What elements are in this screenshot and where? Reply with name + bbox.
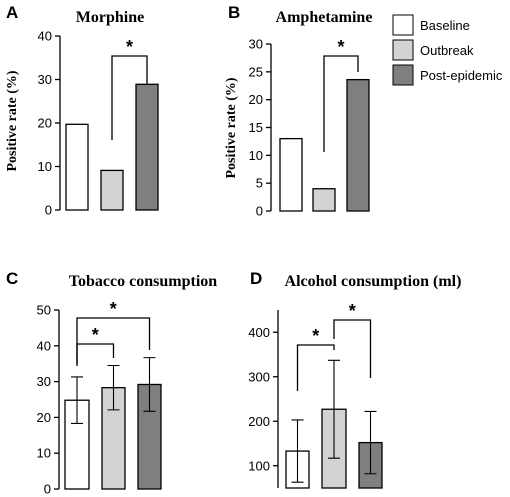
panel-c-error-bar-baseline (71, 376, 83, 425)
panel-c-significance-star: * (92, 325, 99, 345)
panel-a-bar-outbreak (100, 169, 124, 211)
panel-c-plot: 0 10 20 30 40 50 * * (37, 299, 162, 497)
panel-b-y-tick-label: 25 (249, 64, 263, 79)
panel-a-ylabel: Positive rate (%) (5, 70, 20, 171)
panel-b-letter: B (228, 3, 240, 22)
panel-b-significance-bracket (323, 55, 359, 152)
panel-b-bar-outbreak (312, 188, 336, 212)
panel-d-plot: 100 200 300 400 * * (248, 301, 383, 489)
panel-a-significance-star: * (126, 37, 133, 57)
panel-b-y-tick-label: 20 (249, 92, 263, 107)
panel-a-title: Morphine (76, 9, 144, 26)
panel-d-y-tick-label: 300 (248, 369, 270, 384)
panel-d-y-tick-label: 200 (248, 414, 270, 429)
panel-c-y-tick-label: 30 (37, 374, 51, 389)
panel-a-letter: A (6, 3, 18, 22)
legend-label-post-epidemic: Post-epidemic (420, 68, 503, 83)
panel-d-significance-star: * (349, 301, 356, 321)
panel-b-bar-baseline (279, 137, 303, 212)
panel-a-y-tick-label: 30 (38, 72, 52, 87)
panel-c-letter: C (6, 269, 18, 288)
panel-c-significance-star: * (110, 299, 117, 319)
panel-c-y-tick-label: 50 (37, 303, 51, 318)
legend-label-baseline: Baseline (420, 18, 470, 33)
panel-d-error-bar-baseline (291, 419, 304, 483)
panel-d-letter: D (250, 269, 262, 288)
panel-c-error-bar-outbreak (107, 364, 120, 411)
panel-b-y-tick-label: 30 (249, 37, 263, 52)
panel-c-error-bar-post-epidemic (143, 357, 156, 412)
panel-d-title: Alcohol consumption (ml) (285, 273, 462, 290)
panel-c-title: Tobacco consumption (69, 273, 217, 290)
panel-b-y-tick-label: 10 (249, 148, 263, 163)
panel-a-significance-bracket (111, 55, 148, 140)
panel-b-y-tick-label: 15 (249, 120, 263, 135)
panel-a-y-tick-label: 0 (45, 203, 52, 218)
panel-c-y-tick-label: 20 (37, 410, 51, 425)
panel-c-y-tick-label: 10 (37, 446, 51, 461)
panel-d-error-bar-post-epidemic (364, 410, 377, 475)
panel-c-significance-bracket (76, 343, 115, 366)
legend-swatch-baseline (392, 14, 414, 36)
panel-b-y-tick-label: 5 (256, 176, 263, 191)
panel-a-bar-baseline (65, 123, 89, 211)
panel-c-significance-bracket (76, 317, 151, 364)
panel-d-y-tick-label: 400 (248, 325, 270, 340)
panel-b-title: Amphetamine (276, 9, 373, 26)
panel-b-ylabel: Positive rate (%) (224, 77, 239, 178)
panel-b-plot: 0 5 10 15 20 25 30 * (249, 37, 370, 219)
legend-label-outbreak: Outbreak (420, 43, 474, 58)
panel-a-y-tick-label: 40 (38, 29, 52, 44)
panel-d-y-tick-label: 100 (248, 458, 270, 473)
legend-swatch-outbreak (392, 39, 414, 61)
panel-a-bar-post-epidemic (135, 83, 159, 211)
panel-b-bar-post-epidemic (346, 78, 370, 212)
panel-a-plot: 0 10 20 30 40 * (38, 29, 159, 218)
panel-c-y-tick-label: 40 (37, 338, 51, 353)
legend-swatch-post-epidemic (392, 64, 414, 86)
panel-a-y-tick-label: 20 (38, 116, 52, 131)
panel-d-significance-bracket (296, 344, 335, 391)
panel-a-y-tick-label: 10 (38, 159, 52, 174)
legend: Baseline Outbreak Post-epidemic (392, 14, 503, 86)
panel-d-error-bar-outbreak (328, 359, 340, 459)
panel-d-significance-star: * (312, 326, 319, 346)
panel-d-significance-bracket (333, 319, 372, 378)
panel-c-y-tick-label: 0 (44, 482, 51, 497)
panel-b-y-tick-label: 0 (256, 204, 263, 219)
panel-b-significance-star: * (337, 37, 344, 57)
